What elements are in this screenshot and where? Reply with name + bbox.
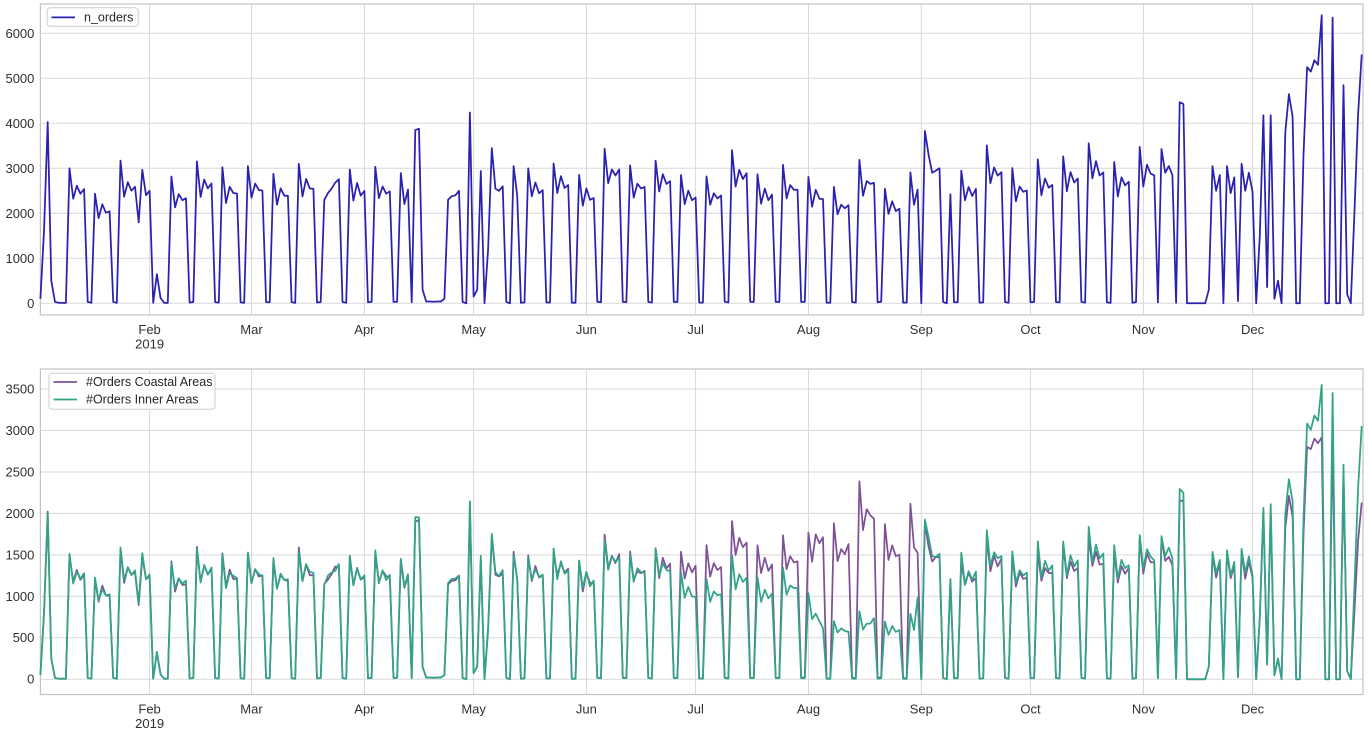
svg-text:#Orders Coastal Areas: #Orders Coastal Areas <box>86 375 212 389</box>
svg-text:3000: 3000 <box>5 161 34 176</box>
svg-text:Sep: Sep <box>910 702 933 717</box>
svg-text:n_orders: n_orders <box>84 11 133 25</box>
svg-text:Nov: Nov <box>1132 702 1156 717</box>
svg-text:Aug: Aug <box>797 322 820 337</box>
svg-text:Jul: Jul <box>687 702 704 717</box>
svg-text:6000: 6000 <box>5 26 34 41</box>
svg-text:4000: 4000 <box>5 116 34 131</box>
svg-text:Apr: Apr <box>354 702 375 717</box>
svg-text:5000: 5000 <box>5 71 34 86</box>
svg-text:2500: 2500 <box>5 465 34 480</box>
svg-text:2000: 2000 <box>5 206 34 221</box>
svg-text:Aug: Aug <box>797 702 820 717</box>
svg-text:1000: 1000 <box>5 589 34 604</box>
svg-text:Jul: Jul <box>687 322 704 337</box>
svg-text:2000: 2000 <box>5 506 34 521</box>
svg-text:1500: 1500 <box>5 547 34 562</box>
svg-text:500: 500 <box>13 630 35 645</box>
svg-text:Dec: Dec <box>1241 322 1265 337</box>
svg-text:Dec: Dec <box>1241 702 1265 717</box>
svg-text:May: May <box>461 702 486 717</box>
svg-text:Oct: Oct <box>1020 702 1041 717</box>
svg-text:Apr: Apr <box>354 322 375 337</box>
svg-text:May: May <box>461 322 486 337</box>
svg-text:Jun: Jun <box>576 702 597 717</box>
svg-text:0: 0 <box>27 296 34 311</box>
svg-text:#Orders Inner Areas: #Orders Inner Areas <box>86 393 199 407</box>
svg-text:0: 0 <box>27 672 34 687</box>
svg-text:Mar: Mar <box>240 322 263 337</box>
svg-text:1000: 1000 <box>5 251 34 266</box>
svg-text:Feb: Feb <box>138 702 160 717</box>
svg-text:2019: 2019 <box>135 337 164 352</box>
svg-text:Sep: Sep <box>910 322 933 337</box>
svg-text:Mar: Mar <box>240 702 263 717</box>
svg-text:2019: 2019 <box>135 716 164 731</box>
svg-text:3000: 3000 <box>5 423 34 438</box>
svg-text:Feb: Feb <box>138 322 160 337</box>
svg-text:Nov: Nov <box>1132 322 1156 337</box>
svg-text:Oct: Oct <box>1020 322 1041 337</box>
svg-text:Jun: Jun <box>576 322 597 337</box>
svg-text:3500: 3500 <box>5 382 34 397</box>
